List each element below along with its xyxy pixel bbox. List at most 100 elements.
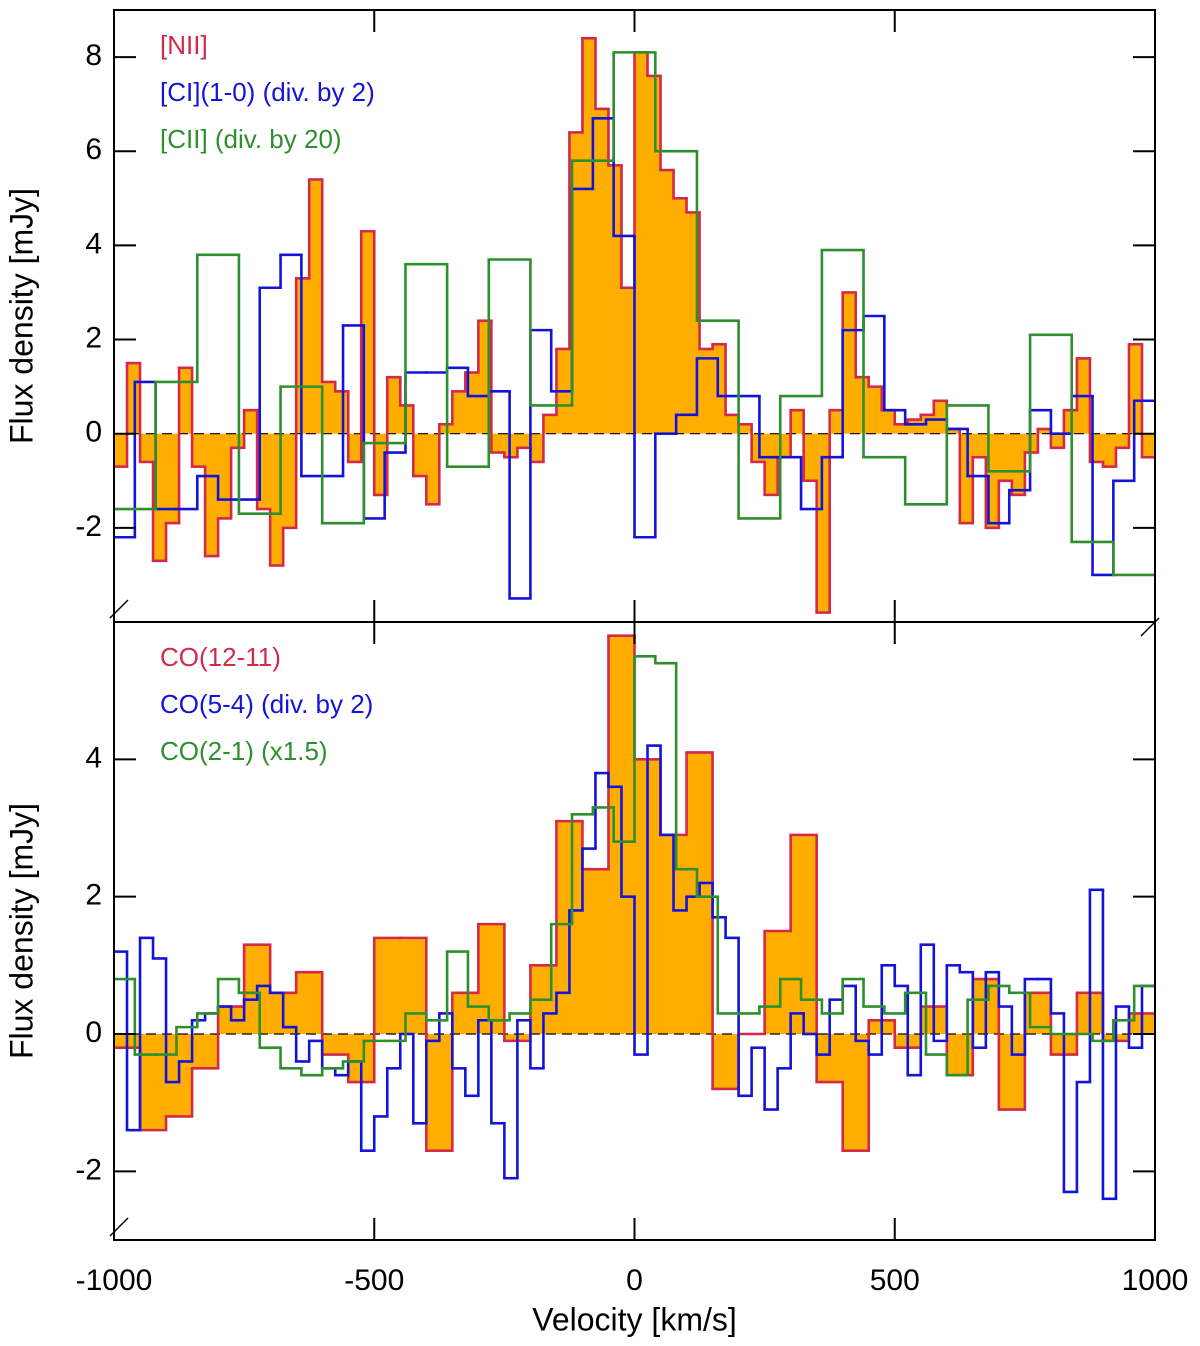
bar-fill: [933, 400, 948, 434]
bar-fill: [543, 414, 558, 434]
plot-area: [114, 36, 1155, 614]
y-tick-label: 2: [85, 879, 102, 912]
bar-fill: [582, 869, 610, 1034]
bar-fill: [1037, 428, 1052, 434]
x-tick-label: -500: [344, 1264, 404, 1297]
bar-fill: [894, 424, 909, 434]
bar-fill: [582, 38, 597, 434]
bar-fill: [738, 424, 753, 434]
bar-fill: [296, 972, 323, 1034]
bar-fill: [608, 165, 623, 434]
axis-break: [1140, 617, 1160, 637]
bar-fill: [192, 1034, 219, 1069]
legend-entry: [CII] (div. by 20): [160, 124, 342, 154]
legend-entry: CO(5-4) (div. by 2): [160, 689, 373, 719]
bar-fill: [842, 1034, 870, 1151]
y-tick-label: 0: [85, 416, 102, 449]
bar-fill: [374, 937, 401, 1034]
bar-fill: [166, 433, 180, 524]
bar-fill: [504, 433, 518, 458]
bar-fill: [712, 1034, 740, 1089]
bar-fill: [452, 391, 466, 434]
bar-fill: [595, 108, 610, 434]
axis-break: [109, 599, 129, 619]
y-tick-label: 0: [85, 1016, 102, 1049]
legend-entry: CO(12-11): [160, 642, 281, 672]
bar-fill: [790, 834, 818, 1034]
bar-fill: [1128, 344, 1143, 434]
bar-fill: [1115, 433, 1130, 448]
bar-fill: [283, 433, 297, 528]
bar-fill: [309, 179, 323, 434]
y-tick-label: 2: [85, 321, 102, 354]
y-axis-label: Flux density [mJy]: [3, 803, 39, 1059]
bar-fill: [907, 419, 922, 434]
bar-fill: [244, 410, 258, 434]
x-tick-label: 500: [870, 1264, 920, 1297]
bar-fill: [1102, 433, 1117, 467]
bar-fill: [946, 1034, 974, 1076]
axis-break: [109, 1217, 129, 1237]
bar-fill: [673, 198, 688, 434]
x-tick-label: 0: [626, 1264, 643, 1297]
bar-fill: [972, 433, 987, 458]
y-tick-label: 4: [85, 227, 102, 260]
bar-fill: [205, 433, 219, 557]
bar-fill: [998, 433, 1013, 481]
bar-fill: [868, 386, 883, 434]
bar-fill: [959, 433, 974, 524]
bar-fill: [426, 1034, 453, 1151]
y-tick-label: -2: [75, 1153, 102, 1186]
bar-fill: [660, 170, 675, 434]
bar-fill: [764, 931, 792, 1034]
x-tick-label: -1000: [76, 1264, 153, 1297]
step-riser: [154, 52, 1115, 575]
legend-entry: [NII]: [160, 30, 208, 60]
y-tick-label: 6: [85, 133, 102, 166]
bar-fill: [400, 405, 414, 434]
bar-fill: [816, 433, 831, 613]
step-riser: [133, 656, 1136, 1076]
bar-fill: [1141, 433, 1155, 458]
bar-fill: [790, 410, 805, 434]
bar-fill: [452, 992, 479, 1034]
bar-fill: [491, 433, 505, 453]
plot-area: [114, 634, 1155, 1201]
x-axis-label: Velocity [km/s]: [532, 1301, 737, 1337]
bar-fill: [322, 1034, 349, 1055]
bar-fill: [140, 1034, 167, 1131]
x-tick-label: 1000: [1122, 1264, 1189, 1297]
bar-fill: [842, 292, 857, 434]
bar-fill: [387, 377, 401, 434]
bar-fill: [712, 344, 727, 434]
bar-fill: [530, 433, 545, 462]
bar-fill: [881, 410, 896, 434]
y-axis-label: Flux density [mJy]: [3, 188, 39, 444]
bar-fill: [829, 410, 844, 434]
bar-fill: [803, 433, 818, 481]
bar-fill: [192, 433, 206, 467]
bar-fill: [218, 433, 232, 519]
step-riser: [125, 38, 1144, 613]
legend-entry: CO(2-1) (x1.5): [160, 736, 328, 766]
y-tick-label: -2: [75, 510, 102, 543]
bar-fill: [764, 433, 779, 495]
bar-fill: [946, 428, 961, 434]
bar-fill: [114, 433, 128, 467]
legend-entry: [CI](1-0) (div. by 2): [160, 77, 375, 107]
bar-fill: [621, 287, 636, 434]
bar-fill: [699, 348, 714, 434]
bar-fill: [1011, 433, 1026, 495]
bar-fill: [140, 433, 154, 462]
bar-fill: [725, 414, 740, 434]
bar-fill: [1024, 433, 1039, 453]
bar-fill: [1050, 433, 1065, 448]
y-tick-label: 4: [85, 741, 102, 774]
bar-fill: [413, 433, 427, 477]
y-tick-label: 8: [85, 39, 102, 72]
bar-fill: [322, 381, 336, 434]
bar-fill: [426, 433, 440, 505]
bar-fill: [647, 75, 662, 434]
bar-fill: [296, 278, 310, 434]
